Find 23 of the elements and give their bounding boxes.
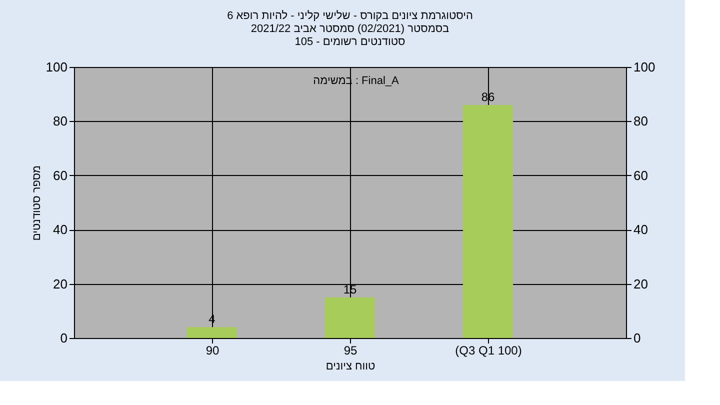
y2-tick-label: 40 <box>634 222 648 238</box>
text: בסמסטר (02/2021) סמסטר אביב 2021/22 <box>250 23 450 35</box>
text: היסטוגרמת ציונים בקורס - שלישי קליני - להיות רופא 6 <box>227 10 473 22</box>
x-tick-label: 90 <box>206 344 220 358</box>
y2-tick-label: 0 <box>634 330 641 346</box>
y-tick-label: 100 <box>46 60 68 74</box>
y-tick-label: 40 <box>53 222 68 238</box>
bar <box>325 297 375 338</box>
y-tick-label: 0 <box>60 330 68 346</box>
y-tick-label: 60 <box>53 168 68 183</box>
y2-tick-label: 20 <box>634 276 648 292</box>
y-axis-title: מספר סטודנטים <box>30 165 43 241</box>
y2-tick-label: 100 <box>634 60 656 74</box>
y-tick-label: 20 <box>53 276 68 292</box>
y2-tick-label: 80 <box>634 114 648 129</box>
text: סטודנטים רשומים - 105 <box>294 36 406 48</box>
y2-tick-label: 60 <box>634 168 648 183</box>
x-tick-label: 95 <box>344 344 358 358</box>
x-axis-title: טווח ציונים <box>326 360 376 372</box>
bar <box>187 327 237 338</box>
bar <box>463 104 513 338</box>
x-tick-label: (Q3 Q1 100) <box>455 344 522 358</box>
y-tick-label: 80 <box>53 114 68 129</box>
